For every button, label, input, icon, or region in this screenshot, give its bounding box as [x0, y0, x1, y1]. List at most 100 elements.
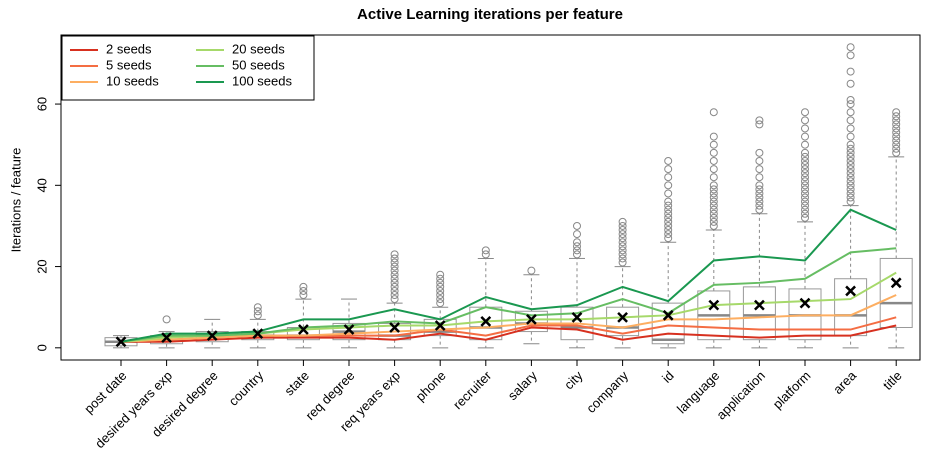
- mean-marker: [115, 336, 127, 348]
- y-tick-label: 60: [34, 97, 49, 111]
- outlier: [573, 221, 581, 230]
- x-tick-label: platform: [770, 368, 814, 412]
- x-tick-label: area: [830, 367, 860, 397]
- chart-title: Active Learning iterations per feature: [357, 6, 623, 23]
- outlier: [846, 161, 855, 169]
- outlier: [618, 217, 627, 226]
- outlier: [801, 124, 809, 133]
- outlier: [892, 112, 901, 121]
- outlier: [846, 108, 855, 117]
- outlier: [846, 173, 855, 182]
- outlier: [846, 144, 855, 153]
- x-tick-label: recruiter: [450, 367, 495, 412]
- outlier: [664, 165, 673, 174]
- outlier: [527, 266, 536, 275]
- outlier: [709, 108, 718, 117]
- outlier: [892, 124, 901, 133]
- outlier: [801, 152, 809, 161]
- mean-marker: [662, 309, 674, 321]
- outlier: [709, 140, 718, 149]
- series-line: [121, 324, 897, 343]
- outlier: [709, 148, 718, 157]
- outlier: [846, 116, 855, 125]
- outlier: [618, 242, 627, 251]
- legend-label: 2 seeds: [106, 41, 152, 56]
- mean-marker: [389, 322, 400, 333]
- outlier: [664, 156, 673, 165]
- x-tick-label: salary: [505, 368, 540, 403]
- outlier: [801, 189, 809, 198]
- mean-marker: [480, 316, 492, 327]
- outlier: [436, 291, 445, 299]
- outlier: [573, 250, 581, 259]
- legend-label: 10 seeds: [106, 73, 159, 88]
- outlier: [846, 197, 855, 206]
- mean-marker: [343, 324, 355, 335]
- outlier: [436, 274, 445, 283]
- mean-marker: [708, 299, 720, 311]
- outlier: [846, 96, 855, 104]
- outlier: [801, 213, 809, 222]
- outlier: [253, 303, 262, 312]
- outlier: [664, 201, 673, 210]
- outlier: [573, 246, 581, 255]
- x-tick-label: title: [880, 368, 905, 393]
- outlier: [664, 230, 673, 239]
- outlier: [801, 209, 809, 218]
- x-tick-label: application: [713, 368, 768, 423]
- outlier: [390, 278, 399, 287]
- outlier: [618, 226, 627, 234]
- outlier: [846, 67, 855, 76]
- outlier: [390, 295, 399, 304]
- outlier: [709, 156, 718, 165]
- outlier: [846, 100, 855, 109]
- outlier: [801, 181, 809, 190]
- outlier: [755, 156, 764, 165]
- x-tick-label: desired years exp: [92, 368, 175, 451]
- outlier: [846, 156, 855, 165]
- mean-marker: [890, 277, 902, 289]
- outlier: [664, 189, 673, 198]
- y-tick-label: 0: [34, 344, 49, 351]
- outlier: [755, 181, 764, 190]
- x-tick-label: id: [659, 368, 677, 386]
- outlier: [436, 270, 445, 279]
- x-tick-label: state: [281, 368, 312, 399]
- outlier: [846, 132, 855, 141]
- outlier: [299, 291, 308, 299]
- outlier: [709, 209, 718, 218]
- legend-label: 20 seeds: [232, 41, 285, 56]
- outlier: [801, 197, 809, 206]
- outlier: [664, 209, 673, 218]
- outlier: [390, 250, 399, 259]
- outlier: [390, 254, 399, 263]
- outlier: [436, 282, 445, 291]
- outlier: [755, 173, 764, 182]
- outlier: [573, 242, 581, 251]
- outlier: [801, 108, 809, 117]
- outlier: [846, 43, 855, 52]
- outlier: [664, 234, 673, 243]
- outlier: [755, 205, 764, 214]
- outlier: [709, 205, 718, 214]
- legend-label: 100 seeds: [232, 73, 292, 88]
- outlier: [436, 278, 445, 287]
- outlier: [618, 246, 627, 255]
- outlier: [846, 177, 855, 186]
- outlier: [436, 299, 445, 308]
- outlier: [709, 189, 718, 198]
- outlier: [846, 51, 855, 60]
- outlier: [801, 201, 809, 210]
- outlier: [709, 185, 718, 194]
- outlier: [664, 213, 673, 222]
- legend-label: 5 seeds: [106, 57, 152, 72]
- outlier: [709, 213, 718, 222]
- outlier: [481, 250, 490, 259]
- outlier: [664, 217, 673, 226]
- outlier: [801, 177, 809, 186]
- outlier: [709, 132, 718, 141]
- outlier: [892, 144, 901, 153]
- x-tick-label: country: [226, 368, 267, 409]
- outlier: [709, 217, 718, 226]
